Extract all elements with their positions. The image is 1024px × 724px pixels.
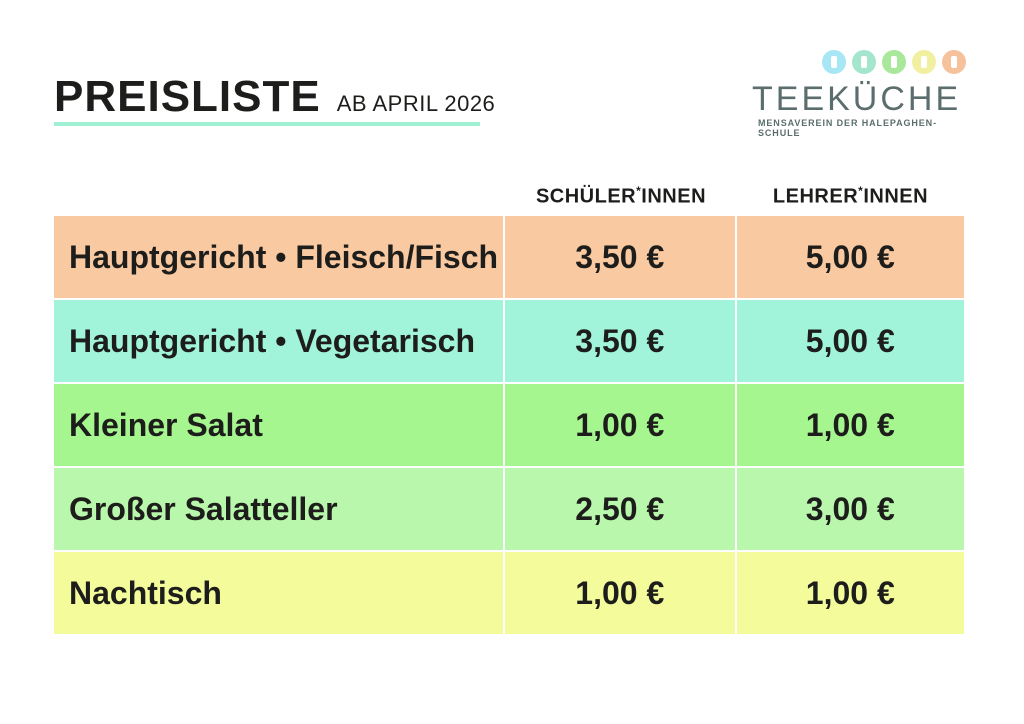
cup-icon bbox=[822, 50, 846, 74]
column-header-teachers-star: * bbox=[858, 184, 864, 198]
page-subtitle: AB APRIL 2026 bbox=[336, 91, 496, 116]
item-name: Hauptgericht • Vegetarisch bbox=[69, 322, 475, 359]
logo-tagline: MENSAVEREIN DER HALEPAGHEN-SCHULE bbox=[758, 118, 937, 138]
price-teachers: 1,00 € bbox=[734, 552, 964, 634]
item-name: Hauptgericht • Fleisch/Fisch bbox=[69, 238, 499, 275]
logo: TEEKÜCHE MENSAVEREIN DER HALEPAGHEN-SCHU… bbox=[752, 50, 966, 138]
ladle-icon bbox=[942, 50, 966, 74]
table-row: Hauptgericht • Vegetarisch 3,50 € 5,00 € bbox=[54, 300, 964, 382]
column-header-teachers-suffix: INNEN bbox=[863, 185, 929, 208]
title-underline bbox=[54, 122, 480, 126]
item-name: Kleiner Salat bbox=[69, 406, 263, 443]
column-header-students-main: SCHÜLER bbox=[535, 185, 637, 208]
column-header-teachers: LEHRER*INNEN bbox=[737, 184, 964, 209]
column-header-students-star: * bbox=[636, 184, 642, 198]
price-students: 2,50 € bbox=[503, 468, 734, 550]
price-students: 1,00 € bbox=[503, 384, 734, 466]
table-row: Großer Salatteller 2,50 € 3,00 € bbox=[54, 468, 964, 550]
page-header: PREISLISTE AB APRIL 2026 bbox=[54, 72, 495, 122]
price-students: 3,50 € bbox=[503, 300, 734, 382]
table-row: Kleiner Salat 1,00 € 1,00 € bbox=[54, 384, 964, 466]
price-table: Hauptgericht • Fleisch/Fisch 3,50 € 5,00… bbox=[54, 216, 964, 636]
page-title: PREISLISTE bbox=[54, 72, 321, 121]
plate-icon bbox=[882, 50, 906, 74]
column-header-students-suffix: INNEN bbox=[641, 185, 707, 208]
column-header-teachers-main: LEHRER bbox=[772, 185, 859, 208]
item-name: Großer Salatteller bbox=[69, 490, 338, 527]
item-name: Nachtisch bbox=[69, 574, 222, 611]
price-teachers: 3,00 € bbox=[734, 468, 964, 550]
price-teachers: 5,00 € bbox=[734, 216, 964, 298]
spoon-icon bbox=[912, 50, 936, 74]
logo-name: TEEKÜCHE bbox=[752, 80, 962, 118]
price-students: 3,50 € bbox=[503, 216, 734, 298]
column-header-students: SCHÜLER*INNEN bbox=[506, 184, 736, 209]
price-teachers: 5,00 € bbox=[734, 300, 964, 382]
price-teachers: 1,00 € bbox=[734, 384, 964, 466]
logo-icons bbox=[822, 50, 966, 74]
table-row: Hauptgericht • Fleisch/Fisch 3,50 € 5,00… bbox=[54, 216, 964, 298]
fork-icon bbox=[852, 50, 876, 74]
price-students: 1,00 € bbox=[503, 552, 734, 634]
table-row: Nachtisch 1,00 € 1,00 € bbox=[54, 552, 964, 634]
